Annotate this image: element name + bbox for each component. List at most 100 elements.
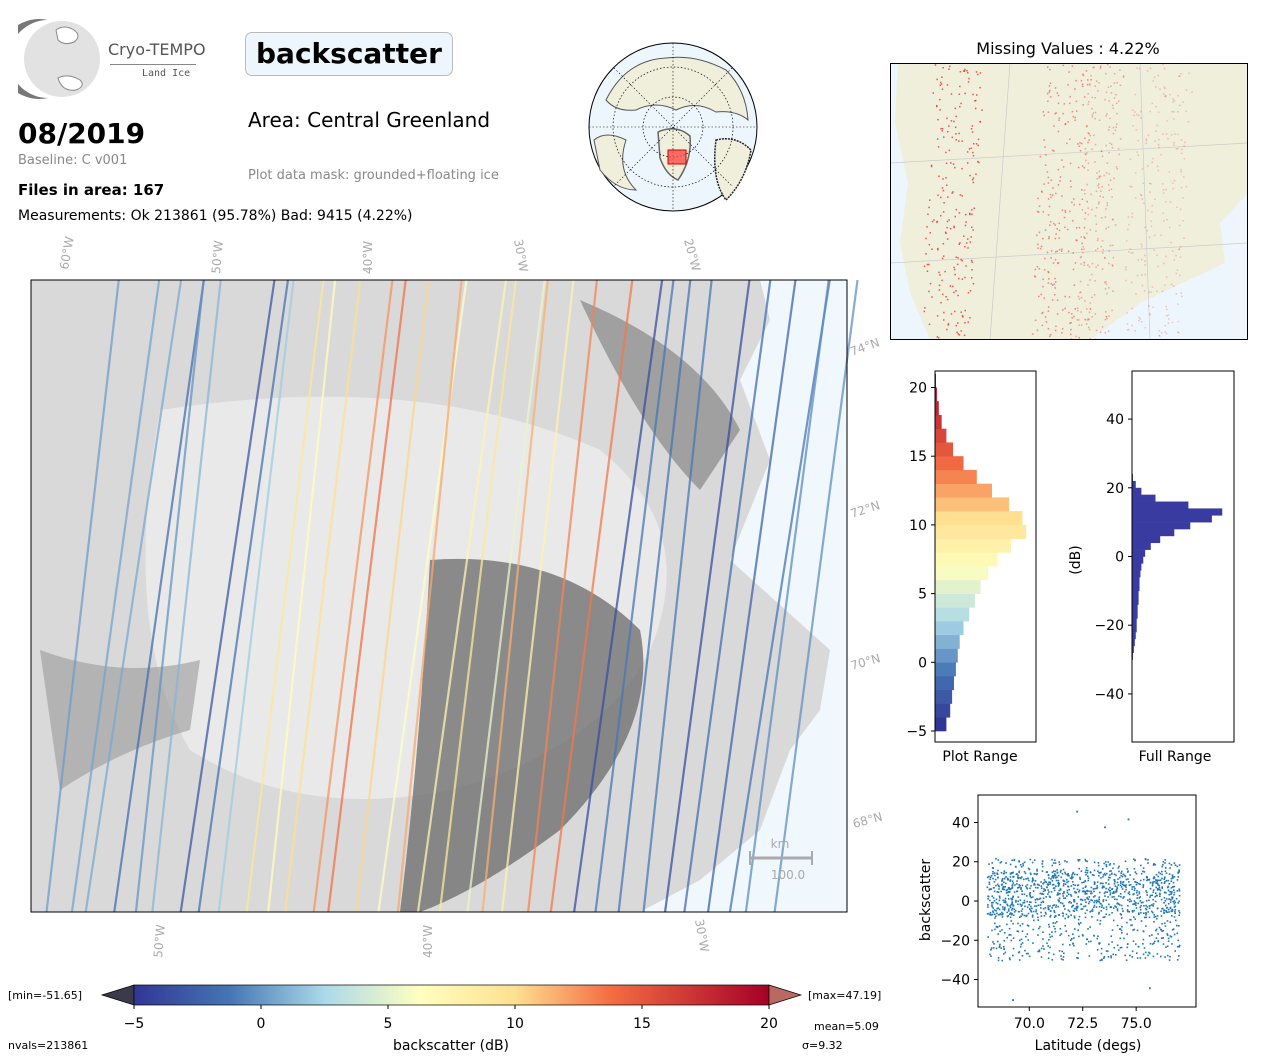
scatter-point bbox=[1112, 867, 1114, 870]
scatter-point bbox=[1159, 893, 1161, 896]
scatter-point bbox=[1093, 901, 1095, 904]
scatter-point bbox=[1166, 920, 1169, 922]
missing-point bbox=[1087, 132, 1089, 134]
missing-point bbox=[1188, 72, 1190, 74]
scatter-point bbox=[1162, 861, 1165, 863]
missing-point bbox=[1077, 143, 1079, 145]
scatter-point bbox=[1172, 896, 1174, 899]
scatter-point bbox=[1115, 954, 1117, 956]
missing-point bbox=[1135, 293, 1137, 295]
scatter-point bbox=[1173, 893, 1175, 896]
scatter-point bbox=[1110, 870, 1112, 872]
scatter-point bbox=[988, 883, 991, 885]
scatter-point bbox=[1117, 949, 1120, 951]
plot-hist-bar bbox=[935, 593, 975, 608]
scatter-point bbox=[1062, 943, 1064, 946]
scatter-point bbox=[1035, 905, 1038, 907]
missing-point bbox=[1101, 185, 1103, 188]
missing-point bbox=[1057, 262, 1059, 265]
scatter-point bbox=[1020, 876, 1023, 878]
plot-hist-bar bbox=[935, 648, 958, 663]
scatter-point bbox=[1072, 872, 1074, 875]
scatter-point bbox=[1083, 881, 1085, 884]
missing-point bbox=[1075, 227, 1078, 229]
missing-point bbox=[972, 229, 974, 231]
missing-point bbox=[1081, 242, 1083, 245]
missing-point bbox=[1074, 88, 1076, 90]
missing-point bbox=[1153, 249, 1155, 251]
scatter-point bbox=[1137, 902, 1139, 905]
missing-point bbox=[1162, 63, 1164, 66]
missing-point bbox=[939, 84, 941, 87]
missing-point bbox=[958, 93, 961, 95]
scatter-point bbox=[1072, 883, 1075, 886]
missing-point bbox=[1111, 143, 1113, 146]
missing-point bbox=[1038, 295, 1040, 298]
missing-point bbox=[1179, 208, 1182, 211]
missing-point bbox=[1094, 143, 1097, 146]
missing-point bbox=[929, 282, 932, 285]
scatter-point bbox=[1063, 892, 1065, 894]
scatter-point bbox=[1042, 882, 1044, 885]
plot-hist-bar bbox=[935, 634, 960, 649]
scatter-point bbox=[1010, 913, 1013, 916]
scatter-point bbox=[992, 910, 994, 912]
scatter-point bbox=[1124, 954, 1126, 957]
scatter-point bbox=[1067, 934, 1070, 937]
scatter-point bbox=[1042, 938, 1044, 940]
missing-point bbox=[1064, 123, 1067, 125]
scatter-point bbox=[1030, 901, 1032, 904]
satellite-track bbox=[642, 279, 713, 913]
missing-point bbox=[1047, 306, 1050, 308]
missing-point bbox=[1053, 222, 1055, 225]
missing-point bbox=[1162, 212, 1164, 214]
missing-point bbox=[1179, 274, 1181, 277]
scatter-point bbox=[1149, 952, 1151, 955]
missing-point bbox=[1115, 102, 1118, 104]
missing-point bbox=[1071, 317, 1073, 319]
scatter-point bbox=[1178, 894, 1181, 897]
scatter-point bbox=[1166, 934, 1169, 936]
missing-point bbox=[1166, 218, 1168, 221]
scatter-point bbox=[1107, 876, 1110, 879]
scatter-point bbox=[992, 872, 994, 875]
missing-point bbox=[1043, 297, 1045, 299]
scatter-point bbox=[1026, 924, 1029, 927]
colorbar-min-label: [min=-51.65] bbox=[8, 989, 82, 1002]
colorbar-tick-label: 15 bbox=[633, 1016, 651, 1032]
scatter-point bbox=[1011, 903, 1014, 906]
scatter-point bbox=[1058, 950, 1061, 952]
scatter-point bbox=[993, 881, 996, 883]
missing-point bbox=[1072, 252, 1074, 254]
scatter-point bbox=[1053, 889, 1056, 892]
scatter-point bbox=[992, 901, 994, 904]
scatter-point bbox=[1100, 947, 1103, 950]
scatter-point bbox=[1091, 908, 1094, 911]
missing-point bbox=[1127, 228, 1129, 231]
missing-point bbox=[1107, 86, 1110, 88]
scatter-point bbox=[1076, 907, 1079, 909]
scatter-point bbox=[1087, 898, 1090, 901]
scatter-point bbox=[1176, 879, 1179, 881]
missing-point bbox=[1161, 290, 1164, 293]
scatter-point bbox=[1000, 890, 1002, 893]
missing-point bbox=[949, 227, 952, 230]
scatter-point bbox=[1006, 911, 1008, 914]
scatter-point bbox=[1126, 921, 1128, 924]
missing-point bbox=[1163, 262, 1165, 265]
missing-point bbox=[1104, 288, 1107, 290]
missing-point bbox=[1061, 250, 1063, 252]
scatter-point bbox=[1098, 871, 1100, 874]
plot-hist-bar bbox=[935, 469, 977, 484]
scatter-point bbox=[1110, 905, 1112, 908]
full-hist-bar bbox=[1132, 577, 1140, 585]
scatter-point bbox=[1018, 884, 1020, 886]
scatter-point bbox=[1051, 879, 1054, 882]
scatter-point bbox=[1130, 924, 1132, 927]
missing-point bbox=[1119, 84, 1122, 86]
scatter-point bbox=[1125, 884, 1127, 886]
missing-point bbox=[1049, 82, 1052, 84]
missing-point bbox=[973, 143, 975, 145]
scatter-point bbox=[1160, 898, 1163, 901]
